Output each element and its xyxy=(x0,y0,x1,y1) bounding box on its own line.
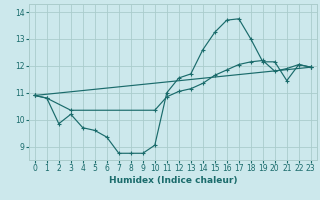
X-axis label: Humidex (Indice chaleur): Humidex (Indice chaleur) xyxy=(108,176,237,185)
